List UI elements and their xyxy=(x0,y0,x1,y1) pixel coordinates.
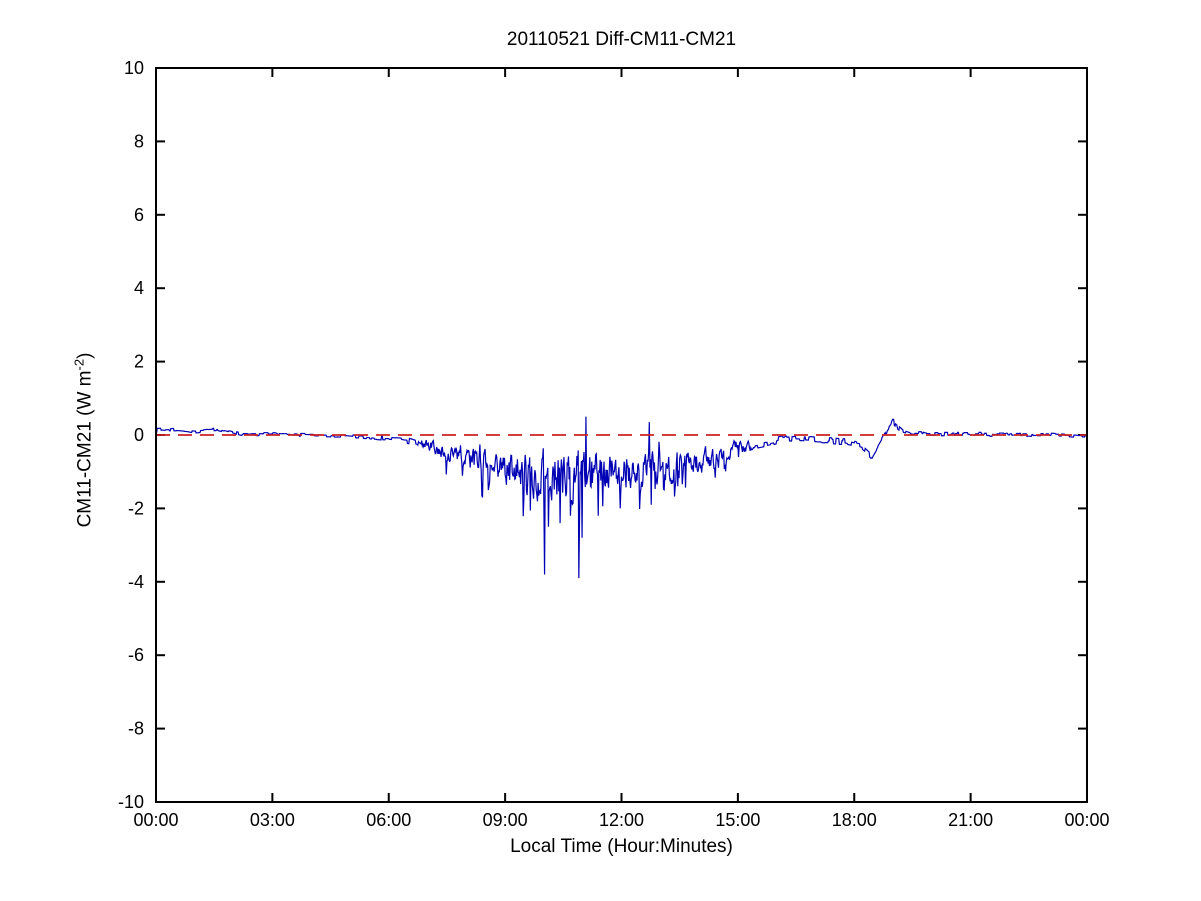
x-tick-label: 18:00 xyxy=(832,810,877,830)
x-tick-label: 09:00 xyxy=(483,810,528,830)
x-tick-label: 12:00 xyxy=(599,810,644,830)
y-tick-label: -6 xyxy=(128,645,144,665)
chart-title: 20110521 Diff-CM11-CM21 xyxy=(506,29,737,50)
y-tick-label: 6 xyxy=(134,205,144,225)
x-tick-label: 00:00 xyxy=(1064,810,1109,830)
y-tick-label: -10 xyxy=(118,792,144,812)
y-axis-label-superscript: -2 xyxy=(71,358,87,371)
x-tick-label: 15:00 xyxy=(715,810,760,830)
y-tick-label: 4 xyxy=(134,278,144,298)
y-tick-label: 10 xyxy=(124,58,144,78)
x-tick-label: 06:00 xyxy=(366,810,411,830)
data-line xyxy=(155,416,1088,579)
y-axis-label-close: ) xyxy=(74,352,96,359)
y-axis-label: CM11-CM21 (W m-2) xyxy=(71,353,96,528)
y-tick-label: 8 xyxy=(134,131,144,151)
y-tick-label: 0 xyxy=(134,425,144,445)
y-tick-label: -4 xyxy=(128,572,144,592)
x-tick-label: 00:00 xyxy=(133,810,178,830)
plot-box xyxy=(155,67,1088,803)
y-axis-label-text: CM11-CM21 (W m xyxy=(74,370,96,528)
x-tick-label: 03:00 xyxy=(250,810,295,830)
x-tick-label: 21:00 xyxy=(948,810,993,830)
y-tick-label: -2 xyxy=(128,498,144,518)
y-tick-label: -8 xyxy=(128,719,144,739)
y-tick-label: 2 xyxy=(134,352,144,372)
x-axis-label: Local Time (Hour:Minutes) xyxy=(510,836,733,857)
